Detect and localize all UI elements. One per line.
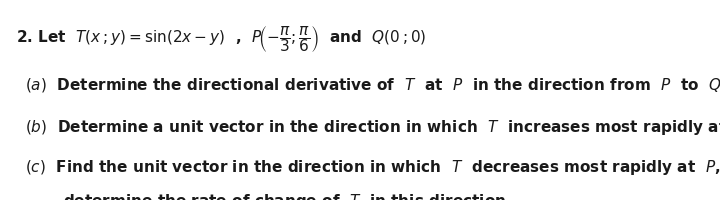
Text: 2. Let  $T(x\,;y) = \sin(2x - y)$  ,  $P\!\left(-\dfrac{\pi}{3};\dfrac{\pi}{6}\r: 2. Let $T(x\,;y) = \sin(2x - y)$ , $P\!\… (16, 24, 426, 54)
Text: determine the rate of change of  $T$  in this direction.: determine the rate of change of $T$ in t… (63, 192, 512, 200)
Text: $(c)$  Find the unit vector in the direction in which  $T$  decreases most rapid: $(c)$ Find the unit vector in the direct… (25, 158, 720, 177)
Text: $(b)$  Determine a unit vector in the direction in which  $T$  increases most ra: $(b)$ Determine a unit vector in the dir… (25, 118, 720, 137)
Text: $(a)$  Determine the directional derivative of  $T$  at  $P$  in the direction f: $(a)$ Determine the directional derivati… (25, 76, 720, 94)
